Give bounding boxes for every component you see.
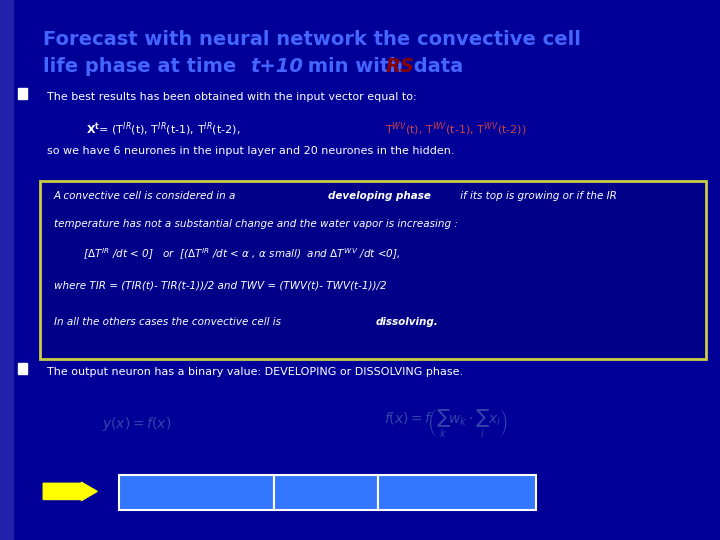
Bar (0, 0, 13, 540)
Text: $f(x)=f\!\left(\sum_k w_k \cdot \sum_i x_i\right)$: $f(x)=f\!\left(\sum_k w_k \cdot \sum_i x… (384, 408, 508, 440)
FancyBboxPatch shape (119, 475, 274, 510)
Text: so we have 6 neurones in the input layer and 20 neurones in the hidden.: so we have 6 neurones in the input layer… (47, 146, 454, 157)
FancyBboxPatch shape (378, 475, 536, 510)
Text: RS: RS (385, 57, 414, 76)
Text: developing phase: developing phase (328, 191, 431, 201)
FancyArrow shape (43, 482, 97, 501)
Text: min with: min with (301, 57, 410, 76)
Bar (18, 363, 27, 374)
Text: CORR=0.88: CORR=0.88 (417, 486, 498, 500)
Text: VAR=8%: VAR=8% (296, 486, 356, 500)
Text: T$^{WV}$(t), T$^{WV}$(t-1), T$^{WV}$(t-2)): T$^{WV}$(t), T$^{WV}$(t-1), T$^{WV}$(t-2… (385, 120, 527, 138)
Text: $\bf{X^t}$= (T$^{IR}$(t), T$^{IR}$(t-1), T$^{IR}$(t-2),: $\bf{X^t}$= (T$^{IR}$(t), T$^{IR}$(t-1),… (86, 120, 241, 138)
Text: Forecast with neural network the convective cell: Forecast with neural network the convect… (43, 30, 581, 49)
Text: temperature has not a substantial change and the water vapor is increasing :: temperature has not a substantial change… (54, 219, 458, 229)
Text: $y(x)=f(x)$: $y(x)=f(x)$ (102, 415, 171, 433)
Text: t+10: t+10 (251, 57, 304, 76)
Text: if its top is growing or if the IR: if its top is growing or if the IR (457, 191, 617, 201)
Text: The output neuron has a binary value: DEVELOPING or DISSOLVING phase.: The output neuron has a binary value: DE… (47, 367, 463, 377)
Text: In all the others cases the convective cell is: In all the others cases the convective c… (54, 317, 284, 327)
Text: A convective cell is considered in a: A convective cell is considered in a (54, 191, 240, 201)
Text: dissolving.: dissolving. (376, 317, 438, 327)
Bar (18, 88, 27, 99)
Text: data: data (407, 57, 463, 76)
Text: The best results has been obtained with the input vector equal to:: The best results has been obtained with … (47, 92, 416, 102)
FancyBboxPatch shape (40, 181, 706, 359)
Text: [$\Delta T^{IR}$ /dt < 0]   or  [($\Delta T^{IR}$ /dt < $\alpha$ , $\alpha$ smal: [$\Delta T^{IR}$ /dt < 0] or [($\Delta T… (83, 247, 400, 262)
FancyBboxPatch shape (274, 475, 378, 510)
Text: where TIR = (TIR(t)- TIR(t-1))/2 and TWV = (TWV(t)- TWV(t-1))/2: where TIR = (TIR(t)- TIR(t-1))/2 and TWV… (54, 280, 387, 291)
Text: Ep= 11%: Ep= 11% (165, 486, 228, 500)
Text: life phase at time: life phase at time (43, 57, 243, 76)
